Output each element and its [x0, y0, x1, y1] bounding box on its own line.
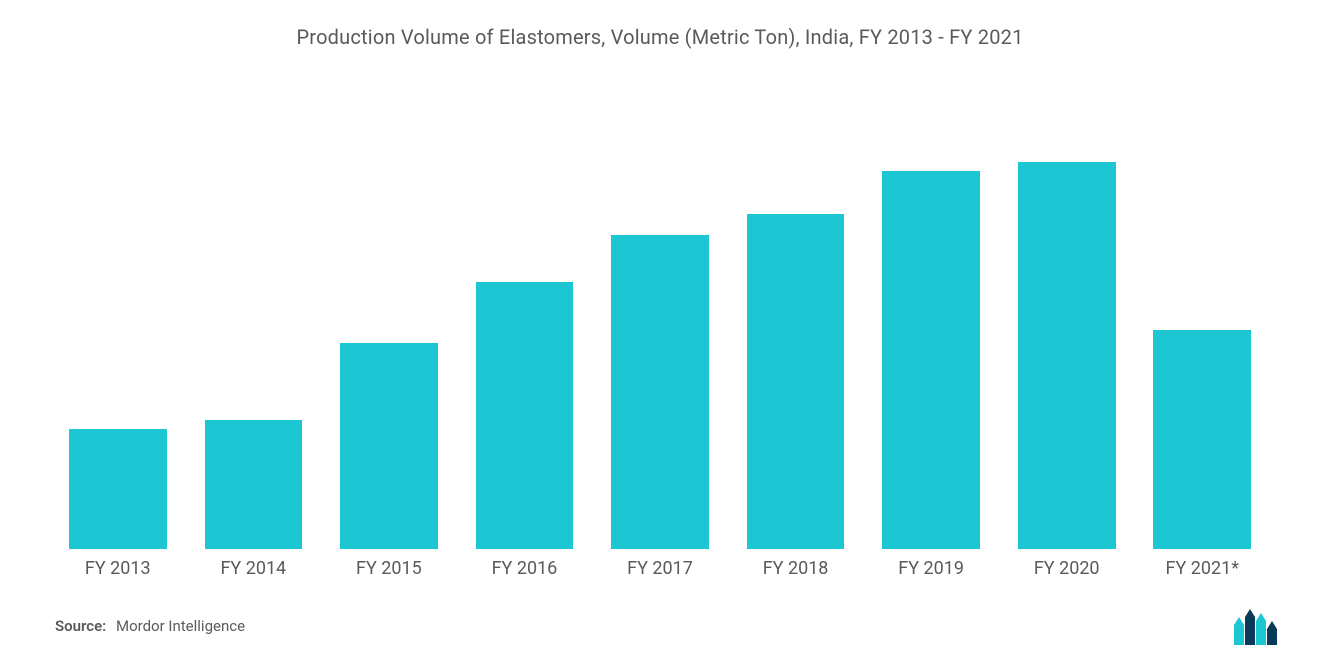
- bar-slot: [1135, 119, 1271, 549]
- x-label: FY 2016: [457, 558, 593, 579]
- bar-fy2016: [476, 282, 574, 549]
- source-value: Mordor Intelligence: [116, 617, 245, 635]
- chart-title: Production Volume of Elastomers, Volume …: [40, 25, 1280, 49]
- bar-slot: [457, 119, 593, 549]
- bars-group: [40, 119, 1280, 549]
- x-label: FY 2014: [186, 558, 322, 579]
- bar-fy2018: [747, 214, 845, 549]
- logo-bars: [1234, 609, 1277, 645]
- x-label: FY 2017: [592, 558, 728, 579]
- bar-slot: [592, 119, 728, 549]
- bar-slot: [186, 119, 322, 549]
- x-label: FY 2018: [728, 558, 864, 579]
- bar-fy2019: [882, 171, 980, 549]
- bar-slot: [863, 119, 999, 549]
- x-axis-labels: FY 2013 FY 2014 FY 2015 FY 2016 FY 2017 …: [40, 558, 1280, 579]
- source-attribution: Source: Mordor Intelligence: [55, 617, 245, 635]
- chart-container: Production Volume of Elastomers, Volume …: [0, 0, 1320, 665]
- x-label: FY 2020: [999, 558, 1135, 579]
- bar-fy2017: [611, 235, 709, 549]
- bar-slot: [50, 119, 186, 549]
- bar-fy2013: [69, 429, 167, 549]
- mordor-logo-icon: [1232, 607, 1280, 645]
- plot-area: FY 2013 FY 2014 FY 2015 FY 2016 FY 2017 …: [40, 119, 1280, 579]
- source-label: Source:: [55, 617, 106, 635]
- x-label: FY 2019: [863, 558, 999, 579]
- bar-fy2015: [340, 343, 438, 549]
- bar-fy2014: [205, 420, 303, 549]
- x-label: FY 2021*: [1135, 558, 1271, 579]
- bar-slot: [321, 119, 457, 549]
- bar-slot: [728, 119, 864, 549]
- x-label: FY 2013: [50, 558, 186, 579]
- bar-fy2020: [1018, 162, 1116, 549]
- bar-fy2021: [1153, 330, 1251, 549]
- x-label: FY 2015: [321, 558, 457, 579]
- bar-slot: [999, 119, 1135, 549]
